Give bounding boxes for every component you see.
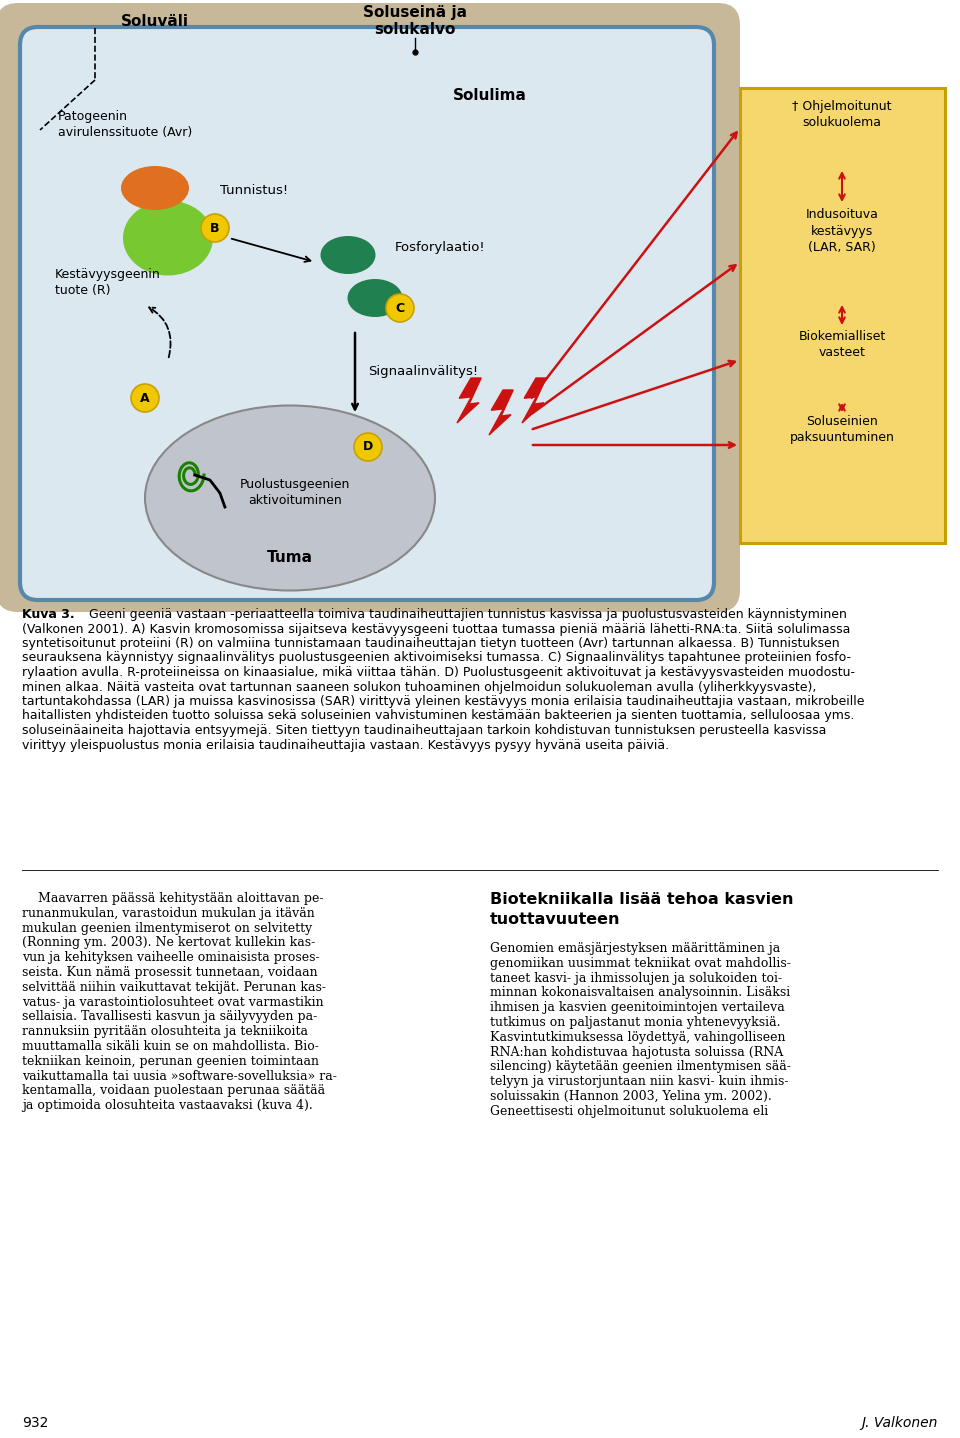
Text: Indusoituva
kestävyys
(LAR, SAR): Indusoituva kestävyys (LAR, SAR) — [805, 209, 878, 255]
Text: mukulan geenien ilmentymiserot on selvitetty: mukulan geenien ilmentymiserot on selvit… — [22, 922, 312, 935]
Text: Tuma: Tuma — [267, 551, 313, 565]
Text: A: A — [140, 391, 150, 404]
Circle shape — [201, 214, 229, 242]
Text: rannuksiin pyritään olosuhteita ja tekniikoita: rannuksiin pyritään olosuhteita ja tekni… — [22, 1025, 308, 1038]
Text: (Valkonen 2001). A) Kasvin kromosomissa sijaitseva kestävyysgeeni tuottaa tumass: (Valkonen 2001). A) Kasvin kromosomissa … — [22, 623, 851, 636]
Text: Puolustusgeenien
aktivoituminen: Puolustusgeenien aktivoituminen — [240, 477, 350, 508]
Circle shape — [386, 293, 414, 322]
Text: Soluseinä ja
solukalvo: Soluseinä ja solukalvo — [363, 4, 467, 37]
Text: minnan kokonaisvaltaisen analysoinnin. Lisäksi: minnan kokonaisvaltaisen analysoinnin. L… — [490, 986, 790, 999]
Text: Maavarren päässä kehitystään aloittavan pe-: Maavarren päässä kehitystään aloittavan … — [22, 892, 324, 905]
Polygon shape — [457, 378, 481, 423]
Circle shape — [131, 384, 159, 413]
Text: runanmukulan, varastoidun mukulan ja itävän: runanmukulan, varastoidun mukulan ja itä… — [22, 907, 315, 920]
Text: 932: 932 — [22, 1416, 48, 1429]
Text: ja optimoida olosuhteita vastaavaksi (kuva 4).: ja optimoida olosuhteita vastaavaksi (ku… — [22, 1099, 313, 1112]
Text: soluissakin (Hannon 2003, Yelina ym. 2002).: soluissakin (Hannon 2003, Yelina ym. 200… — [490, 1090, 772, 1103]
Text: Fosforylaatio!: Fosforylaatio! — [395, 242, 486, 255]
Text: vun ja kehityksen vaiheelle ominaisista proses-: vun ja kehityksen vaiheelle ominaisista … — [22, 951, 320, 965]
Text: Kasvintutkimuksessa löydettyä, vahingolliseen: Kasvintutkimuksessa löydettyä, vahingoll… — [490, 1031, 785, 1044]
Text: RNA:han kohdistuvaa hajotusta soluissa (RNA: RNA:han kohdistuvaa hajotusta soluissa (… — [490, 1045, 783, 1058]
Text: vatus- ja varastointiolosuhteet ovat varmastikin: vatus- ja varastointiolosuhteet ovat var… — [22, 995, 324, 1008]
Text: haitallisten yhdisteiden tuotto soluissa sekä soluseinien vahvistuminen kestämää: haitallisten yhdisteiden tuotto soluissa… — [22, 709, 854, 722]
Text: sellaisia. Tavallisesti kasvun ja säilyvyyden pa-: sellaisia. Tavallisesti kasvun ja säilyv… — [22, 1011, 317, 1024]
Text: seurauksena käynnistyy signaalinvälitys puolustusgeenien aktivoimiseksi tumassa.: seurauksena käynnistyy signaalinvälitys … — [22, 651, 851, 664]
Text: tartuntakohdassa (LAR) ja muissa kasvinosissa (SAR) virittyvä yleinen kestävyys : tartuntakohdassa (LAR) ja muissa kasvino… — [22, 695, 865, 707]
Text: ihmisen ja kasvien geenitoimintojen vertaileva: ihmisen ja kasvien geenitoimintojen vert… — [490, 1001, 784, 1014]
Text: genomiikan uusimmat tekniikat ovat mahdollis-: genomiikan uusimmat tekniikat ovat mahdo… — [490, 956, 791, 969]
Text: Patogeenin
avirulenssituote (Avr): Patogeenin avirulenssituote (Avr) — [58, 109, 192, 139]
Polygon shape — [489, 390, 514, 436]
Text: Signaalinvälitys!: Signaalinvälitys! — [368, 365, 478, 378]
Text: Soluväli: Soluväli — [121, 14, 189, 29]
Text: J. Valkonen: J. Valkonen — [862, 1416, 938, 1429]
Text: silencing) käytetään geenien ilmentymisen sää-: silencing) käytetään geenien ilmentymise… — [490, 1060, 791, 1073]
Text: kentamalla, voidaan puolestaan perunaa säätää: kentamalla, voidaan puolestaan perunaa s… — [22, 1084, 325, 1097]
Text: † Ohjelmoitunut
solukuolema: † Ohjelmoitunut solukuolema — [792, 101, 892, 129]
Ellipse shape — [348, 279, 402, 316]
Ellipse shape — [321, 236, 375, 275]
Text: Tunnistus!: Tunnistus! — [220, 184, 288, 197]
Text: muuttamalla sikäli kuin se on mahdollista. Bio-: muuttamalla sikäli kuin se on mahdollist… — [22, 1040, 319, 1053]
Text: syntetisoitunut proteiini (R) on valmiina tunnistamaan taudinaiheuttajan tietyn : syntetisoitunut proteiini (R) on valmiin… — [22, 637, 840, 650]
Text: Biotekniikalla lisää tehoa kasvien: Biotekniikalla lisää tehoa kasvien — [490, 892, 794, 907]
Text: tekniikan keinoin, perunan geenien toimintaan: tekniikan keinoin, perunan geenien toimi… — [22, 1055, 319, 1068]
Text: Kuva 3.: Kuva 3. — [22, 608, 75, 621]
Text: seista. Kun nämä prosessit tunnetaan, voidaan: seista. Kun nämä prosessit tunnetaan, vo… — [22, 966, 318, 979]
Text: soluseinäaineita hajottavia entsyymejä. Siten tiettyyn taudinaiheuttajaan tarkoi: soluseinäaineita hajottavia entsyymejä. … — [22, 723, 827, 738]
Text: Kestävyysgeenin
tuote (R): Kestävyysgeenin tuote (R) — [55, 267, 160, 298]
Text: Soluseinien
paksuuntuminen: Soluseinien paksuuntuminen — [789, 416, 895, 444]
Text: selvittää niihin vaikuttavat tekijät. Perunan kas-: selvittää niihin vaikuttavat tekijät. Pe… — [22, 981, 326, 994]
Text: taneet kasvi- ja ihmissolujen ja solukoiden toi-: taneet kasvi- ja ihmissolujen ja solukoi… — [490, 972, 782, 985]
Ellipse shape — [123, 200, 213, 276]
FancyBboxPatch shape — [20, 27, 714, 600]
Circle shape — [354, 433, 382, 462]
Text: Geneettisesti ohjelmoitunut solukuolema eli: Geneettisesti ohjelmoitunut solukuolema … — [490, 1104, 768, 1117]
Text: (Ronning ym. 2003). Ne kertovat kullekin kas-: (Ronning ym. 2003). Ne kertovat kullekin… — [22, 936, 315, 949]
Text: virittyy yleispuolustus monia erilaisia taudinaiheuttajia vastaan. Kestävyys pys: virittyy yleispuolustus monia erilaisia … — [22, 739, 669, 752]
Text: minen alkaa. Näitä vasteita ovat tartunnan saaneen solukon tuhoaminen ohjelmoidu: minen alkaa. Näitä vasteita ovat tartunn… — [22, 680, 816, 693]
Text: Genomien emäsjärjestyksen määrittäminen ja: Genomien emäsjärjestyksen määrittäminen … — [490, 942, 780, 955]
Ellipse shape — [145, 406, 435, 591]
Text: C: C — [396, 302, 404, 315]
Ellipse shape — [121, 165, 189, 210]
Text: tuottavuuteen: tuottavuuteen — [490, 912, 620, 928]
Text: Solulima: Solulima — [453, 88, 527, 104]
Text: D: D — [363, 440, 373, 453]
Text: vaikuttamalla tai uusia »software-sovelluksia» ra-: vaikuttamalla tai uusia »software-sovell… — [22, 1070, 337, 1083]
Polygon shape — [522, 378, 546, 423]
Text: rylaation avulla. R-proteiineissa on kinaasialue, mikä viittaa tähän. D) Puolust: rylaation avulla. R-proteiineissa on kin… — [22, 666, 855, 679]
Text: Biokemialliset
vasteet: Biokemialliset vasteet — [799, 329, 886, 360]
Text: Geeni geeniä vastaan -periaatteella toimiva taudinaiheuttajien tunnistus kasviss: Geeni geeniä vastaan -periaatteella toim… — [85, 608, 847, 621]
Text: B: B — [210, 221, 220, 234]
FancyBboxPatch shape — [0, 3, 740, 613]
Text: tutkimus on paljastanut monia yhtenevyyksiä.: tutkimus on paljastanut monia yhtenevyyk… — [490, 1017, 780, 1030]
FancyBboxPatch shape — [740, 88, 945, 544]
Text: telyyn ja virustorjuntaan niin kasvi- kuin ihmis-: telyyn ja virustorjuntaan niin kasvi- ku… — [490, 1076, 788, 1089]
